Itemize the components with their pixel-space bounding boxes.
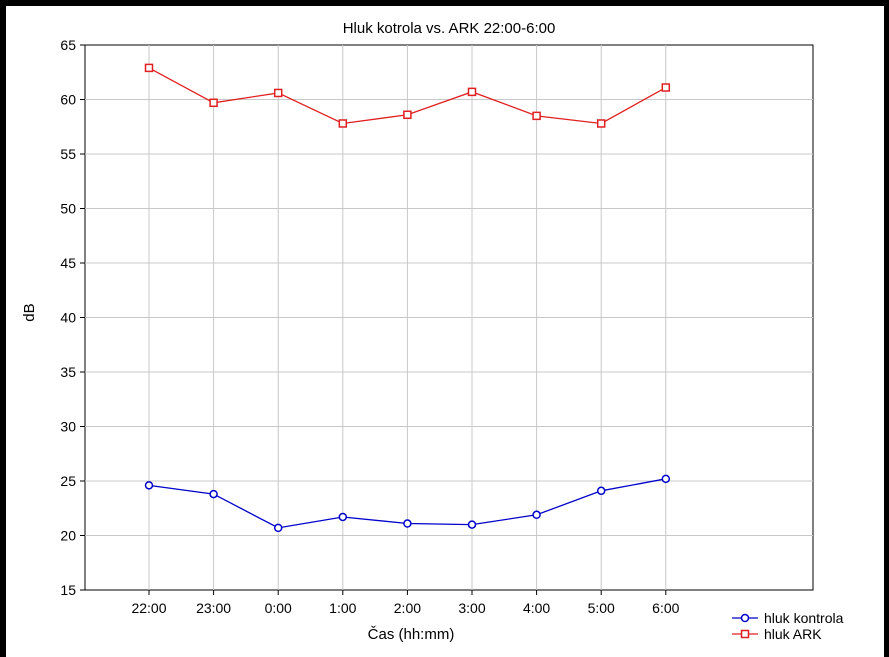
data-point bbox=[144, 63, 154, 73]
data-point bbox=[338, 119, 348, 128]
x-tick-label: 4:00 bbox=[523, 600, 550, 616]
line-chart: Hluk kotrola vs. ARK 22:00-6:00 15 20 25 30… bbox=[21, 20, 844, 643]
data-point bbox=[338, 512, 348, 522]
data-point bbox=[144, 481, 154, 490]
data-point bbox=[661, 83, 671, 92]
y-tick-label: 65 bbox=[60, 37, 76, 53]
y-tick-label: 50 bbox=[60, 201, 76, 217]
chart-title: Hluk kotrola vs. ARK 22:00-6:00 bbox=[343, 20, 556, 37]
y-tick-label: 15 bbox=[60, 582, 76, 598]
x-tick-label: 23:00 bbox=[196, 600, 231, 616]
x-tick-label: 22:00 bbox=[131, 600, 166, 616]
legend-marker bbox=[740, 613, 750, 623]
data-point bbox=[209, 489, 218, 499]
data-point bbox=[532, 510, 541, 520]
legend-item: hluk ARK bbox=[732, 626, 822, 642]
data-point bbox=[467, 87, 477, 97]
data-point bbox=[403, 110, 412, 120]
data-point bbox=[273, 88, 283, 98]
x-tick-label: 5:00 bbox=[588, 600, 615, 616]
chart-panel: Hluk kotrola vs. ARK 22:00-6:00 15 20 25 30… bbox=[6, 6, 884, 657]
legend-label: hluk kontrola bbox=[764, 610, 844, 626]
y-tick-label: 25 bbox=[60, 473, 76, 489]
y-tick-label: 40 bbox=[60, 310, 76, 326]
legend-label: hluk ARK bbox=[764, 626, 822, 642]
x-tick-label: 2:00 bbox=[394, 600, 421, 616]
x-tick-label: 1:00 bbox=[329, 600, 356, 616]
y-tick-label: 60 bbox=[60, 92, 76, 108]
y-tick-label: 35 bbox=[60, 364, 76, 380]
y-axis-ticks: 15 20 25 30 35 40 45 50 55 60 65 bbox=[60, 37, 85, 598]
data-point bbox=[403, 519, 412, 528]
data-point bbox=[596, 119, 606, 128]
data-point bbox=[596, 486, 606, 496]
x-tick-label: 3:00 bbox=[458, 600, 485, 616]
x-axis-ticks: 22:00 23:00 0:00 1:00 2:00 3:00 4:00 5:00 6:00 bbox=[131, 590, 680, 616]
legend-item: hluk kontrola bbox=[732, 610, 844, 626]
y-axis-title: dB bbox=[21, 303, 38, 321]
x-axis-title: Čas (hh:mm) bbox=[368, 626, 455, 643]
series-1 bbox=[144, 63, 671, 128]
data-point bbox=[532, 111, 541, 121]
y-tick-label: 20 bbox=[60, 528, 76, 544]
series-layer bbox=[144, 63, 671, 533]
x-tick-label: 6:00 bbox=[652, 600, 679, 616]
data-point bbox=[661, 474, 671, 484]
y-tick-label: 55 bbox=[60, 146, 76, 162]
series-0 bbox=[144, 474, 671, 533]
y-tick-label: 30 bbox=[60, 419, 76, 435]
x-tick-label: 0:00 bbox=[265, 600, 292, 616]
data-point bbox=[209, 98, 218, 108]
y-tick-label: 45 bbox=[60, 255, 76, 271]
data-point bbox=[273, 523, 283, 533]
legend-marker bbox=[740, 629, 750, 639]
data-point bbox=[467, 520, 477, 529]
